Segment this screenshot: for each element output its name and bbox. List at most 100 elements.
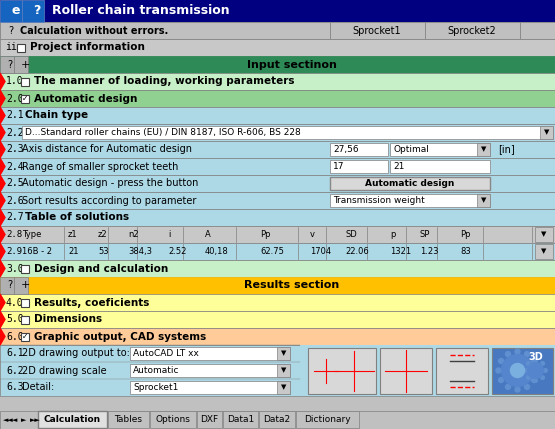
Circle shape <box>532 378 537 383</box>
Bar <box>330 160 388 173</box>
Text: 2.2: 2.2 <box>6 127 24 138</box>
Text: +: + <box>21 60 31 69</box>
Text: ?: ? <box>33 4 41 18</box>
Text: ?: ? <box>7 281 12 290</box>
Text: 2.7: 2.7 <box>6 212 24 223</box>
Text: 2.4: 2.4 <box>6 161 24 172</box>
Bar <box>21 94 29 103</box>
Bar <box>425 22 520 39</box>
Polygon shape <box>0 158 5 175</box>
Text: 2.5: 2.5 <box>6 178 24 188</box>
Text: A: A <box>205 230 211 239</box>
Text: z2: z2 <box>98 230 108 239</box>
Bar <box>130 364 290 377</box>
Text: 62.75: 62.75 <box>260 247 284 256</box>
Text: Calculation: Calculation <box>44 416 101 425</box>
Polygon shape <box>0 260 5 277</box>
Bar <box>21 78 29 85</box>
Bar <box>277 381 290 394</box>
Text: v: v <box>310 230 315 239</box>
Text: 2D drawing output to:: 2D drawing output to: <box>22 348 130 359</box>
Circle shape <box>506 384 511 390</box>
Bar <box>0 328 555 345</box>
Bar <box>130 381 290 394</box>
Polygon shape <box>0 124 5 141</box>
Circle shape <box>498 359 503 363</box>
Text: ✓: ✓ <box>22 332 28 341</box>
Text: +: + <box>21 281 31 290</box>
Text: Sprocket1: Sprocket1 <box>133 383 178 392</box>
Bar <box>380 347 432 393</box>
Text: ▼: ▼ <box>541 248 547 254</box>
Bar <box>21 332 29 341</box>
Text: 27,56: 27,56 <box>333 145 359 154</box>
Bar <box>492 347 553 393</box>
Text: ◄◄: ◄◄ <box>3 417 14 423</box>
Text: 2.8: 2.8 <box>6 230 22 239</box>
Bar <box>0 345 555 396</box>
Circle shape <box>534 379 537 382</box>
Bar <box>21 265 29 272</box>
Text: Dimensions: Dimensions <box>34 314 102 324</box>
Bar <box>0 0 22 22</box>
Bar <box>0 56 555 73</box>
Bar <box>21 299 29 306</box>
Circle shape <box>498 378 503 383</box>
Circle shape <box>524 384 529 390</box>
Text: ▼: ▼ <box>281 384 286 390</box>
Text: Data2: Data2 <box>263 416 290 425</box>
Bar <box>21 315 29 323</box>
Text: Design and calculation: Design and calculation <box>34 263 168 274</box>
Text: Pp: Pp <box>260 230 270 239</box>
Circle shape <box>502 354 533 387</box>
Text: 2.0: 2.0 <box>6 94 24 103</box>
Bar <box>330 194 490 207</box>
Bar <box>17 43 25 51</box>
Bar <box>520 22 555 39</box>
Circle shape <box>544 369 547 372</box>
Polygon shape <box>0 175 5 192</box>
Bar <box>0 243 555 260</box>
Polygon shape <box>0 209 5 226</box>
Bar <box>535 227 553 242</box>
Text: 1.0: 1.0 <box>6 76 24 87</box>
Text: 1321: 1321 <box>390 247 411 256</box>
Bar <box>436 347 488 393</box>
Bar <box>330 143 388 156</box>
Bar <box>0 260 555 277</box>
Circle shape <box>515 387 520 392</box>
Text: ?: ? <box>8 25 13 36</box>
Bar <box>0 22 330 39</box>
Text: 2.3: 2.3 <box>6 145 24 154</box>
Bar <box>0 294 555 311</box>
Text: Results section: Results section <box>244 281 339 290</box>
Polygon shape <box>0 311 5 328</box>
Polygon shape <box>0 294 5 311</box>
Text: AutoCAD LT xx: AutoCAD LT xx <box>133 349 199 358</box>
Text: Automatic design: Automatic design <box>34 94 138 103</box>
Bar <box>0 277 555 294</box>
Text: Roller chain transmission: Roller chain transmission <box>52 4 230 18</box>
Text: D...Standard roller chains (EU) / DIN 8187, ISO R-606, BS 228: D...Standard roller chains (EU) / DIN 81… <box>25 128 301 137</box>
Circle shape <box>527 363 543 378</box>
Bar <box>0 73 555 90</box>
Text: ▼: ▼ <box>281 350 286 356</box>
Bar <box>0 411 555 429</box>
Bar <box>0 226 555 243</box>
Text: 2.6: 2.6 <box>6 196 24 205</box>
Bar <box>535 244 553 259</box>
Text: 3.0: 3.0 <box>6 263 24 274</box>
Text: Automatic design: Automatic design <box>365 179 455 188</box>
Text: i: i <box>168 230 170 239</box>
Text: 2.1: 2.1 <box>6 111 24 121</box>
Text: Input sectinon: Input sectinon <box>246 60 336 69</box>
Text: 6.3: 6.3 <box>6 383 24 393</box>
Text: Pp: Pp <box>460 230 471 239</box>
Text: e: e <box>11 4 19 18</box>
Text: Table of solutions: Table of solutions <box>25 212 129 223</box>
Circle shape <box>534 368 539 373</box>
Bar <box>0 0 555 22</box>
Bar <box>0 141 555 158</box>
Text: Sprocket1: Sprocket1 <box>352 25 401 36</box>
Circle shape <box>506 351 511 356</box>
